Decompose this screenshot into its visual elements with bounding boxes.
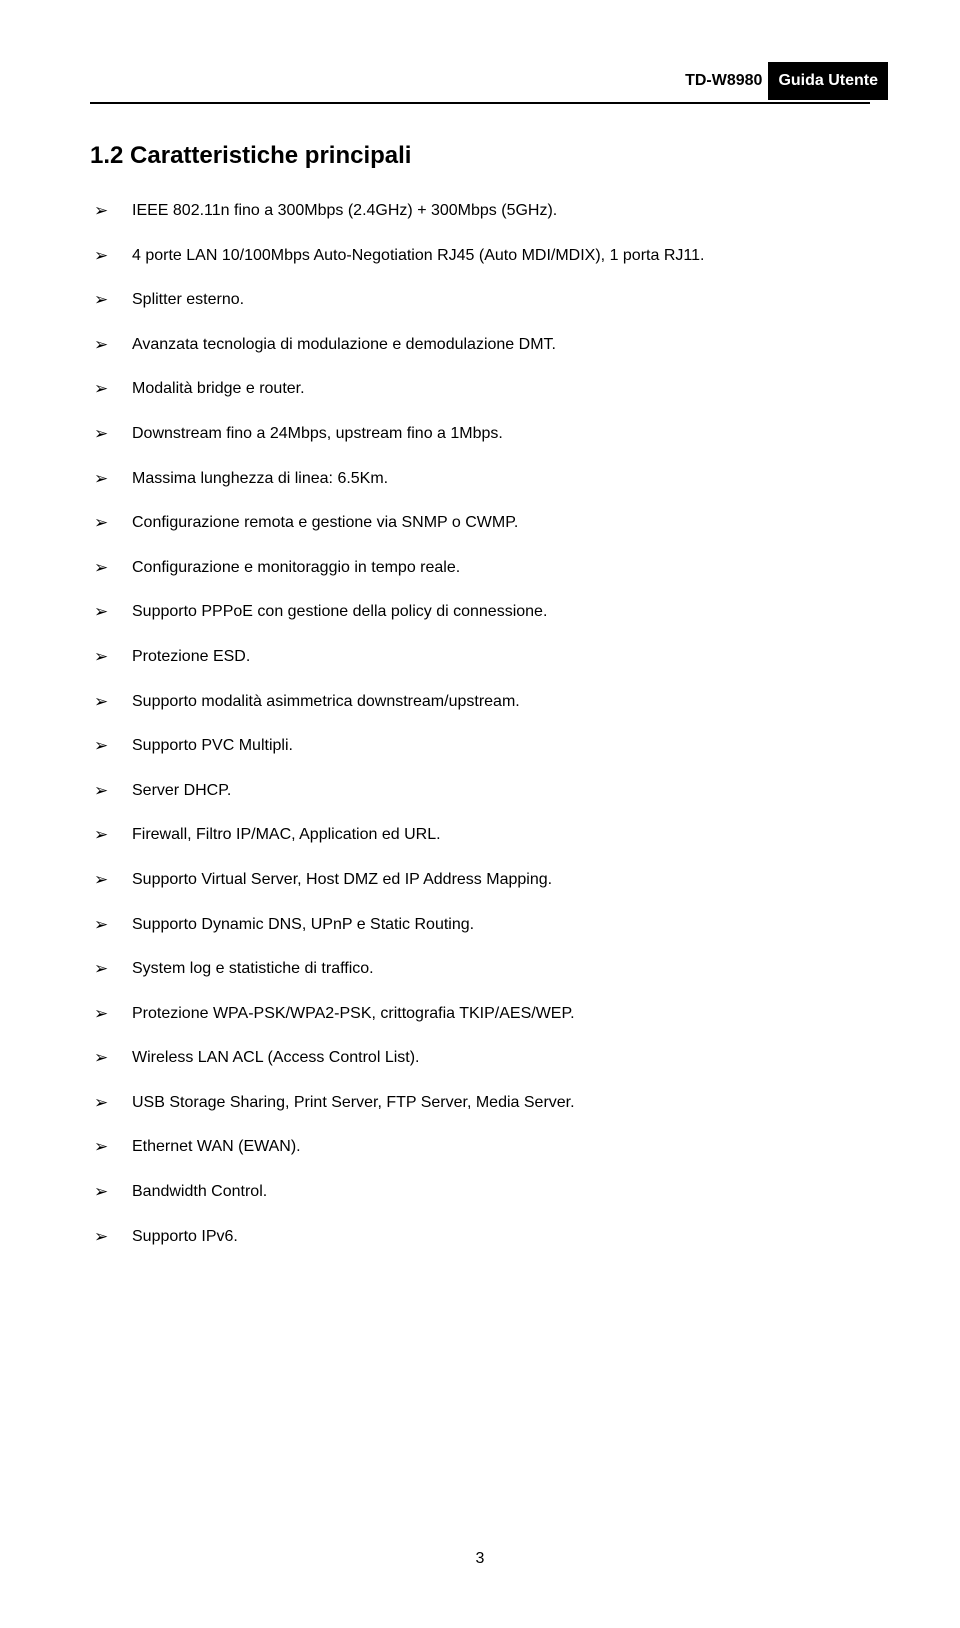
feature-item: IEEE 802.11n fino a 300Mbps (2.4GHz) + 3… [90, 200, 870, 222]
model-code: TD-W8980 [685, 72, 768, 90]
feature-item: Supporto modalità asimmetrica downstream… [90, 691, 870, 713]
feature-item: Protezione ESD. [90, 646, 870, 668]
feature-item: Wireless LAN ACL (Access Control List). [90, 1047, 870, 1069]
feature-item: System log e statistiche di traffico. [90, 958, 870, 980]
feature-item: Supporto Virtual Server, Host DMZ ed IP … [90, 869, 870, 891]
page-header: TD-W8980 Guida Utente [90, 62, 870, 100]
feature-item: Massima lunghezza di linea: 6.5Km. [90, 468, 870, 490]
feature-item: Bandwidth Control. [90, 1181, 870, 1203]
feature-item: Supporto Dynamic DNS, UPnP e Static Rout… [90, 914, 870, 936]
feature-item: Supporto IPv6. [90, 1226, 870, 1248]
feature-item: Firewall, Filtro IP/MAC, Application ed … [90, 824, 870, 846]
feature-item: Supporto PPPoE con gestione della policy… [90, 601, 870, 623]
feature-item: Ethernet WAN (EWAN). [90, 1136, 870, 1158]
feature-item: Configurazione remota e gestione via SNM… [90, 512, 870, 534]
feature-item: USB Storage Sharing, Print Server, FTP S… [90, 1092, 870, 1114]
header-rule [90, 102, 870, 104]
feature-item: Supporto PVC Multipli. [90, 735, 870, 757]
feature-item: Configurazione e monitoraggio in tempo r… [90, 557, 870, 579]
feature-item: 4 porte LAN 10/100Mbps Auto-Negotiation … [90, 245, 870, 267]
page-number: 3 [0, 1550, 960, 1568]
feature-item: Modalità bridge e router. [90, 378, 870, 400]
section-title-text: Caratteristiche principali [130, 142, 411, 169]
feature-item: Downstream fino a 24Mbps, upstream fino … [90, 423, 870, 445]
section-number: 1.2 [90, 142, 123, 169]
feature-list: IEEE 802.11n fino a 300Mbps (2.4GHz) + 3… [90, 200, 870, 1247]
guide-badge: Guida Utente [768, 62, 888, 100]
section-title: 1.2 Caratteristiche principali [90, 142, 870, 170]
feature-item: Splitter esterno. [90, 289, 870, 311]
feature-item: Avanzata tecnologia di modulazione e dem… [90, 334, 870, 356]
feature-item: Protezione WPA-PSK/WPA2-PSK, crittografi… [90, 1003, 870, 1025]
feature-item: Server DHCP. [90, 780, 870, 802]
